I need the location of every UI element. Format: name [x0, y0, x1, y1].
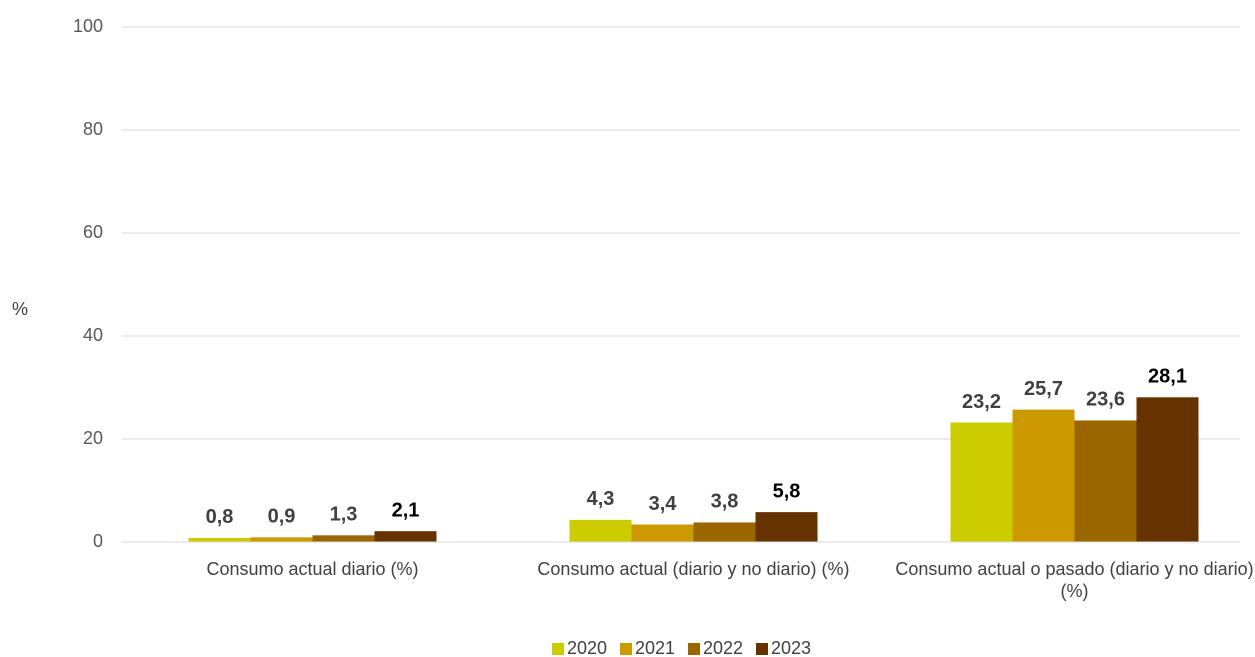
bar: [250, 537, 313, 542]
bar: [1136, 397, 1199, 542]
x-tick-label: Consumo actual diario (%): [206, 559, 419, 579]
y-tick-label: 20: [83, 428, 103, 448]
bar: [312, 535, 375, 542]
legend-label: 2021: [635, 638, 675, 657]
bar: [569, 519, 632, 542]
legend-label: 2020: [567, 638, 607, 657]
y-tick-label: 80: [83, 119, 103, 139]
y-tick-label: 100: [73, 16, 103, 36]
value-label: 23,6: [1086, 389, 1125, 411]
value-label: 28,1: [1148, 366, 1187, 388]
x-tick-label: Consumo actual (diario y no diario) (%): [537, 559, 850, 579]
bar: [755, 512, 818, 542]
x-tick-label: Consumo actual o pasado (diario y no dia…: [895, 559, 1254, 601]
value-label: 0,9: [268, 506, 296, 528]
bar: [374, 531, 437, 542]
bar: [693, 522, 756, 542]
legend-swatch: [688, 643, 700, 655]
bar: [1012, 409, 1075, 542]
bar: [631, 524, 694, 542]
legend-swatch: [552, 643, 564, 655]
value-label: 23,2: [962, 391, 1001, 413]
legend-swatch: [620, 643, 632, 655]
value-label: 1,3: [330, 504, 358, 526]
y-tick-label: 60: [83, 222, 103, 242]
value-label: 3,4: [649, 493, 678, 515]
legend-label: 2023: [771, 638, 811, 657]
y-tick-label: 40: [83, 325, 103, 345]
value-label: 4,3: [587, 488, 615, 510]
value-label: 0,8: [206, 506, 234, 528]
y-tick-label: 0: [93, 531, 103, 551]
value-label: 25,7: [1024, 378, 1063, 400]
value-label: 3,8: [711, 491, 739, 513]
value-label: 5,8: [773, 480, 801, 502]
legend-label: 2022: [703, 638, 743, 657]
bar: [1074, 420, 1137, 542]
value-label: 2,1: [392, 499, 420, 521]
bar: [950, 422, 1013, 542]
y-axis-label: %: [12, 299, 28, 319]
legend-swatch: [756, 643, 768, 655]
bar: [188, 537, 251, 542]
